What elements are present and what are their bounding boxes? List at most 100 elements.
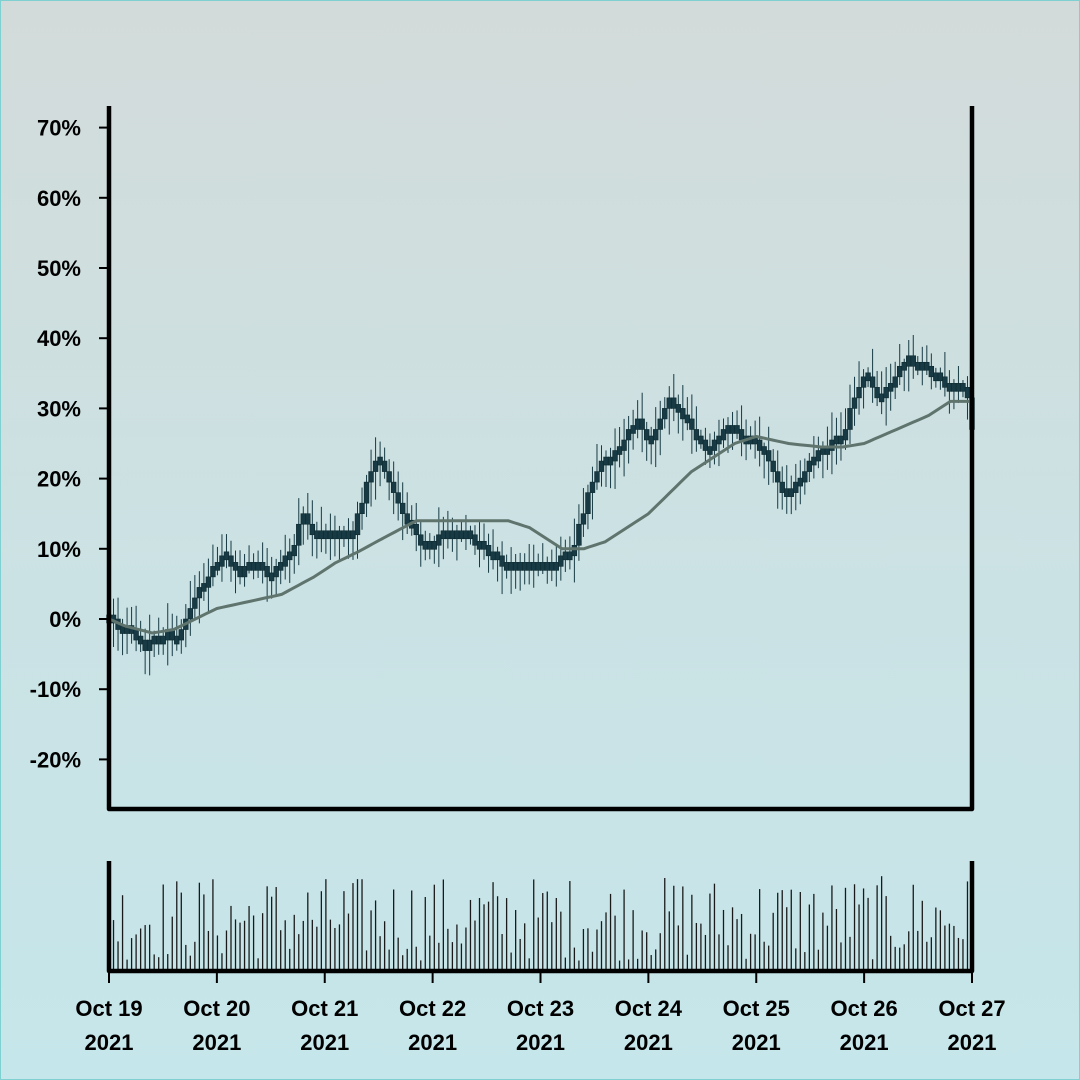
candle-body	[594, 471, 600, 483]
candle-body	[418, 534, 424, 546]
candle-body	[508, 562, 514, 571]
candle-body	[951, 383, 957, 392]
candle-body	[662, 408, 668, 420]
candle-body	[612, 450, 618, 462]
candle-body	[897, 365, 903, 378]
candle-body	[716, 435, 722, 445]
volume-bars	[108, 876, 973, 971]
candle-body	[250, 562, 257, 571]
candle-body	[427, 540, 433, 550]
candle-body	[770, 460, 776, 472]
candle-body	[201, 583, 207, 592]
x-tick-label-year: 2021	[948, 1030, 997, 1055]
candle-body	[174, 635, 180, 645]
candle-body	[156, 635, 162, 645]
candle-body	[684, 414, 691, 424]
candle-body	[540, 562, 546, 571]
candle-body	[296, 523, 302, 546]
candle-body	[653, 429, 659, 441]
candle-body	[210, 566, 216, 578]
candle-body	[648, 435, 654, 445]
candle-body	[811, 456, 817, 466]
candle-body	[463, 530, 469, 540]
candle-body	[259, 562, 266, 571]
candle-body	[955, 383, 962, 392]
candle-body	[693, 429, 700, 441]
candle-body	[318, 530, 325, 540]
candle-body	[797, 477, 804, 487]
candle-body	[946, 383, 953, 392]
candle-body	[404, 513, 410, 525]
candle-body	[142, 639, 148, 651]
candle-body	[323, 530, 329, 540]
candle-body	[422, 540, 428, 550]
candle-body	[445, 530, 451, 540]
candle-body	[544, 562, 550, 571]
candle-body	[815, 450, 822, 462]
x-tick-label-date: Oct 24	[615, 996, 683, 1021]
y-tick-label: 10%	[37, 537, 81, 562]
candle-body	[549, 562, 555, 571]
x-tick-label-year: 2021	[408, 1030, 457, 1055]
price-panel-frame	[106, 106, 975, 812]
candle-body	[553, 562, 560, 571]
candle-body	[314, 530, 320, 540]
y-tick-label: 30%	[37, 396, 81, 421]
candle-body	[779, 481, 785, 493]
x-tick-label-year: 2021	[85, 1030, 134, 1055]
candle-body	[784, 488, 790, 497]
x-tick-label-year: 2021	[516, 1030, 565, 1055]
candle-body	[887, 383, 894, 392]
candle-body	[494, 551, 501, 561]
candle-body	[756, 439, 763, 451]
candle-body	[806, 460, 813, 472]
x-tick-label-year: 2021	[840, 1030, 889, 1055]
candle-body	[829, 439, 835, 451]
candle-body	[607, 456, 614, 466]
candle-body	[689, 418, 695, 430]
candle-body	[467, 530, 474, 540]
candle-body	[775, 471, 781, 483]
x-tick-label-date: Oct 21	[291, 996, 358, 1021]
candle-body	[440, 530, 447, 540]
candle-body	[277, 562, 284, 571]
candle-body	[160, 635, 166, 645]
candle-body	[264, 566, 270, 578]
candle-body	[196, 587, 203, 599]
candle-body	[869, 376, 876, 388]
candle-body	[481, 540, 487, 550]
candle-body	[345, 530, 352, 540]
moving-average-line	[108, 399, 972, 635]
candle-body	[720, 429, 727, 441]
x-tick-label-date: Oct 26	[830, 996, 897, 1021]
candle-body	[738, 429, 745, 441]
candle-body	[413, 523, 419, 536]
candle-body	[268, 572, 275, 582]
candle-body	[734, 425, 740, 434]
candle-body	[616, 446, 623, 455]
candle-body	[476, 540, 483, 550]
candle-body	[865, 372, 871, 382]
candle-body	[847, 408, 853, 430]
candle-body	[359, 502, 365, 515]
candle-body	[788, 488, 794, 497]
candle-body	[729, 425, 736, 434]
candle-body	[137, 635, 144, 645]
candle-body	[964, 387, 971, 399]
y-tick-label: -20%	[30, 747, 81, 772]
candle-body	[942, 376, 948, 388]
candle-body	[305, 513, 311, 525]
candle-body	[341, 530, 347, 540]
candle-body	[851, 397, 858, 409]
candle-body	[666, 397, 672, 409]
candle-body	[901, 361, 907, 371]
x-tick-label-year: 2021	[732, 1030, 781, 1055]
x-tick-label-date: Oct 20	[183, 996, 250, 1021]
candle-body	[309, 523, 316, 536]
candle-body	[526, 562, 532, 571]
candle-body	[241, 566, 248, 578]
candle-body	[860, 376, 867, 388]
x-axis-ticks: Oct 19 2021 Oct 20 2021 Oct 21 2021 Oct 22 2021…	[75, 971, 1006, 1055]
